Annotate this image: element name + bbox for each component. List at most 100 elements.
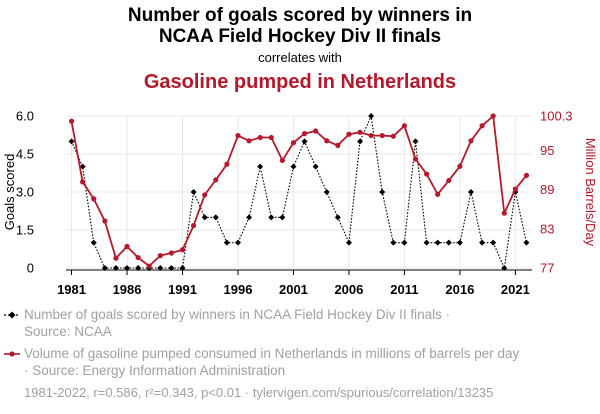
- data-point-goals: [357, 138, 364, 145]
- data-point-gasoline: [213, 177, 219, 183]
- legend-label-gasoline: Volume of gasoline pumped consumed in Ne…: [24, 346, 520, 361]
- data-point-goals: [90, 239, 97, 246]
- data-point-gasoline: [80, 179, 86, 185]
- legend: Number of goals scored by winners in NCA…: [4, 307, 520, 378]
- data-point-goals: [135, 265, 142, 271]
- data-point-goals: [223, 239, 230, 246]
- data-point-goals: [412, 138, 419, 145]
- data-point-gasoline: [468, 138, 474, 144]
- data-point-gasoline: [124, 243, 130, 250]
- y-tick-label-left: 1.5: [16, 223, 34, 238]
- legend-marker-goals: [8, 311, 16, 319]
- data-point-goals: [301, 138, 308, 145]
- data-point-goals: [445, 239, 452, 246]
- chart-title-line-1: Number of goals scored by winners in: [128, 5, 472, 26]
- y-tick-label-right: 77: [540, 261, 554, 276]
- y-axis-left-label: Goals scored: [2, 154, 17, 231]
- data-point-gasoline: [423, 171, 430, 177]
- series-layer: [68, 113, 530, 271]
- data-point-goals: [501, 265, 508, 271]
- data-point-gasoline: [146, 263, 152, 269]
- data-point-gasoline: [457, 163, 463, 169]
- data-point-gasoline: [512, 186, 518, 192]
- data-point-goals: [257, 163, 264, 170]
- data-point-gasoline: [368, 132, 374, 139]
- data-point-goals: [190, 189, 197, 195]
- chart-title-2: Gasoline pumped in Netherlands: [144, 71, 456, 93]
- y-tick-label-right: 100.3: [540, 109, 573, 124]
- data-point-gasoline: [235, 132, 241, 139]
- data-point-goals: [401, 239, 408, 246]
- data-point-gasoline: [501, 210, 507, 216]
- data-point-gasoline: [324, 138, 330, 144]
- data-point-gasoline: [346, 131, 352, 137]
- data-point-gasoline: [190, 222, 197, 229]
- data-point-gasoline: [268, 134, 274, 141]
- x-tick-label: 2001: [279, 282, 308, 297]
- y-tick-label-left: 0: [27, 261, 34, 276]
- x-tick-label: 2016: [445, 282, 474, 297]
- axis-layer: 0 1.5 3.0 4.5 6.0 77 83 89 95 100.3 1981 1986 1991 19…: [16, 109, 573, 298]
- data-point-gasoline: [401, 123, 408, 129]
- data-point-goals: [434, 239, 441, 246]
- data-point-gasoline: [435, 191, 441, 197]
- chart-title-line-2: NCAA Field Hockey Div II finals: [159, 26, 441, 47]
- data-point-goals: [212, 214, 219, 221]
- data-point-gasoline: [246, 138, 252, 144]
- data-point-goals: [368, 113, 375, 119]
- data-point-goals: [390, 239, 397, 246]
- legend-source-gasoline: · Source: Energy Information Administrat…: [24, 363, 285, 378]
- data-point-goals: [456, 239, 463, 246]
- data-point-goals: [101, 265, 108, 271]
- data-point-gasoline: [135, 254, 141, 261]
- y-tick-label-right: 83: [540, 221, 554, 236]
- data-point-gasoline: [102, 218, 108, 224]
- data-point-gasoline: [479, 123, 485, 129]
- data-point-goals: [268, 214, 275, 221]
- data-point-gasoline: [91, 196, 97, 202]
- data-point-gasoline: [301, 131, 308, 137]
- legend-label-goals: Number of goals scored by winners in NCA…: [24, 307, 450, 322]
- data-point-gasoline: [357, 129, 363, 135]
- data-point-goals: [168, 265, 175, 271]
- data-point-goals: [345, 239, 352, 246]
- data-point-goals: [467, 189, 474, 195]
- y-tick-label-right: 95: [540, 143, 554, 158]
- data-point-gasoline: [490, 113, 496, 119]
- data-point-gasoline: [224, 161, 230, 167]
- data-point-gasoline: [168, 250, 175, 256]
- data-point-gasoline: [523, 172, 530, 178]
- x-tick-label: 1996: [224, 282, 253, 297]
- legend-marker-gasoline: [9, 351, 15, 357]
- data-point-goals: [490, 239, 497, 246]
- y-tick-label-left: 6.0: [16, 109, 34, 124]
- data-point-gasoline: [390, 133, 396, 139]
- data-point-goals: [246, 214, 253, 221]
- x-tick-label: 2021: [501, 282, 530, 297]
- data-point-goals: [379, 189, 386, 195]
- data-point-gasoline: [379, 132, 385, 139]
- data-point-gasoline: [157, 253, 163, 259]
- data-point-goals: [234, 239, 241, 246]
- data-point-goals: [334, 214, 341, 221]
- data-point-gasoline: [68, 118, 75, 124]
- data-point-gasoline: [202, 192, 208, 198]
- data-point-gasoline: [179, 247, 186, 253]
- data-point-gasoline: [335, 142, 341, 148]
- data-point-gasoline: [257, 134, 263, 141]
- data-point-goals: [157, 265, 164, 271]
- data-point-gasoline: [446, 177, 452, 184]
- data-point-goals: [112, 265, 119, 271]
- data-point-gasoline: [412, 156, 419, 162]
- data-point-goals: [79, 163, 86, 170]
- x-tick-label: 2006: [334, 282, 363, 297]
- data-point-gasoline: [313, 128, 319, 134]
- data-point-goals: [290, 163, 297, 170]
- y-tick-label-left: 4.5: [16, 147, 34, 162]
- data-point-goals: [423, 239, 430, 246]
- data-point-goals: [279, 214, 286, 221]
- data-point-gasoline: [279, 157, 285, 163]
- data-point-goals: [312, 163, 319, 170]
- x-tick-label: 1981: [57, 282, 86, 297]
